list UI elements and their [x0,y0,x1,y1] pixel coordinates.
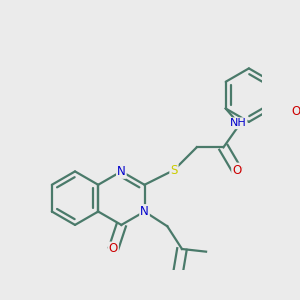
Text: N: N [117,165,126,178]
Text: S: S [170,164,178,177]
Text: O: O [292,105,300,118]
Text: O: O [232,164,242,177]
Text: O: O [109,242,118,256]
Text: N: N [140,205,149,218]
Text: NH: NH [230,118,247,128]
